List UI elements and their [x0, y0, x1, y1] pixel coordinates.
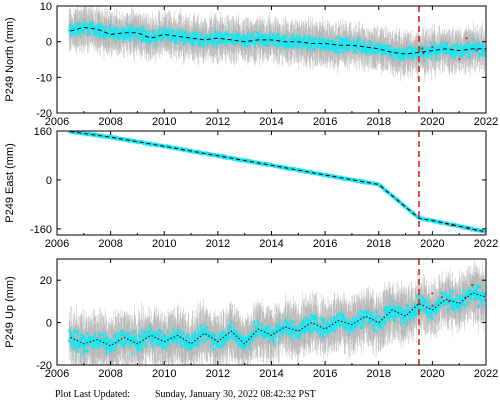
- x-tick-label-2022: 2022: [474, 238, 498, 250]
- outlier-point: [441, 296, 444, 299]
- y-tick-label-minus-160: -160: [30, 224, 52, 236]
- x-tick-label-2006: 2006: [45, 368, 69, 380]
- x-tick-label-2014: 2014: [259, 238, 283, 250]
- error-bars: [68, 259, 485, 365]
- x-tick-label-2022: 2022: [474, 368, 498, 380]
- x-tick-label-2016: 2016: [313, 368, 337, 380]
- outlier-point: [422, 51, 425, 55]
- outlier-point: [471, 283, 474, 287]
- y-axis-label: P249 East (mm): [4, 143, 16, 222]
- y-tick-label-0: 0: [46, 318, 52, 330]
- x-tick-label-2022: 2022: [474, 116, 498, 128]
- x-tick-label-2006: 2006: [45, 238, 69, 250]
- data-layer: [68, 6, 486, 82]
- x-tick-label-2018: 2018: [367, 238, 391, 250]
- observations: [68, 19, 486, 62]
- outlier-point: [431, 304, 434, 307]
- observations: [68, 282, 486, 357]
- x-tick-label-2018: 2018: [367, 116, 391, 128]
- model-line: [70, 131, 486, 233]
- outlier-point: [431, 292, 434, 295]
- y-axis-label: P249 North (mm): [4, 17, 16, 101]
- x-tick-label-2020: 2020: [420, 238, 444, 250]
- panel-east: 2006 2008 2010 2012 2014 2016 2018 2020 2022 160 0…: [4, 126, 498, 250]
- x-tick-label-2012: 2012: [206, 116, 230, 128]
- y-tick-label-20: 20: [40, 275, 52, 287]
- outlier-point: [421, 47, 424, 50]
- x-tick-label-2010: 2010: [152, 368, 176, 380]
- x-tick-label-2018: 2018: [367, 368, 391, 380]
- panel-north: 2006 2008 2010 2012 2014 2016 2018 2020 2022 10 0 -…: [4, 1, 498, 128]
- y-tick-label-0: 0: [46, 175, 52, 187]
- x-tick-label-2010: 2010: [152, 238, 176, 250]
- x-tick-label-2008: 2008: [98, 238, 122, 250]
- x-tick-label-2008: 2008: [98, 368, 122, 380]
- error-bars: [68, 6, 485, 82]
- y-tick-label-0: 0: [46, 37, 52, 49]
- x-tick-label-2014: 2014: [259, 368, 283, 380]
- x-tick-label-2014: 2014: [259, 116, 283, 128]
- x-tick-label-2012: 2012: [206, 368, 230, 380]
- x-tick-label-2008: 2008: [98, 116, 122, 128]
- outlier-point: [475, 49, 478, 52]
- outlier-point: [458, 58, 461, 61]
- x-tick-label-2016: 2016: [313, 116, 337, 128]
- x-tick-label-2010: 2010: [152, 116, 176, 128]
- data-layer: [68, 259, 486, 365]
- outlier-point: [431, 46, 434, 49]
- y-tick-label-160: 160: [34, 126, 52, 138]
- panel-up: 2006 2008 2010 2012 2014 2016 2018 2020 2022 20 0 -…: [4, 258, 498, 380]
- observations: [68, 131, 486, 234]
- model-line: [70, 26, 486, 55]
- x-tick-label-2020: 2020: [420, 116, 444, 128]
- outlier-point: [465, 37, 468, 40]
- x-tick-label-2006: 2006: [45, 116, 69, 128]
- y-tick-label-minus-10: -10: [36, 72, 52, 84]
- x-tick-label-2020: 2020: [420, 368, 444, 380]
- x-tick-label-2016: 2016: [313, 238, 337, 250]
- last-updated-label: Plot Last Updated:: [55, 389, 130, 400]
- x-tick-label-2012: 2012: [206, 238, 230, 250]
- data-layer: [68, 131, 486, 234]
- last-updated-timestamp: Sunday, January 30, 2022 08:42:32 PST: [155, 389, 316, 400]
- y-axis-label: P249 Up (mm): [4, 276, 16, 348]
- model-line: [70, 292, 486, 347]
- y-tick-label-10: 10: [40, 1, 52, 13]
- y-tick-label-minus-20: -20: [36, 108, 52, 120]
- y-tick-label-minus-20: -20: [36, 360, 52, 372]
